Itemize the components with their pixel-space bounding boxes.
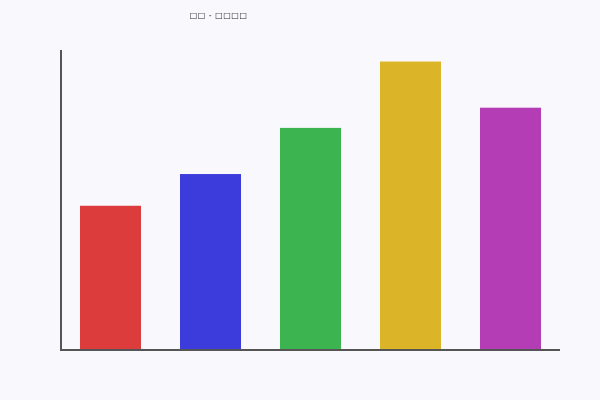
bar — [380, 61, 441, 351]
bar — [480, 107, 541, 350]
bar — [80, 205, 141, 350]
chart-title: □□ - □□□□ — [189, 11, 248, 20]
bar — [280, 127, 341, 350]
bar — [180, 174, 241, 350]
